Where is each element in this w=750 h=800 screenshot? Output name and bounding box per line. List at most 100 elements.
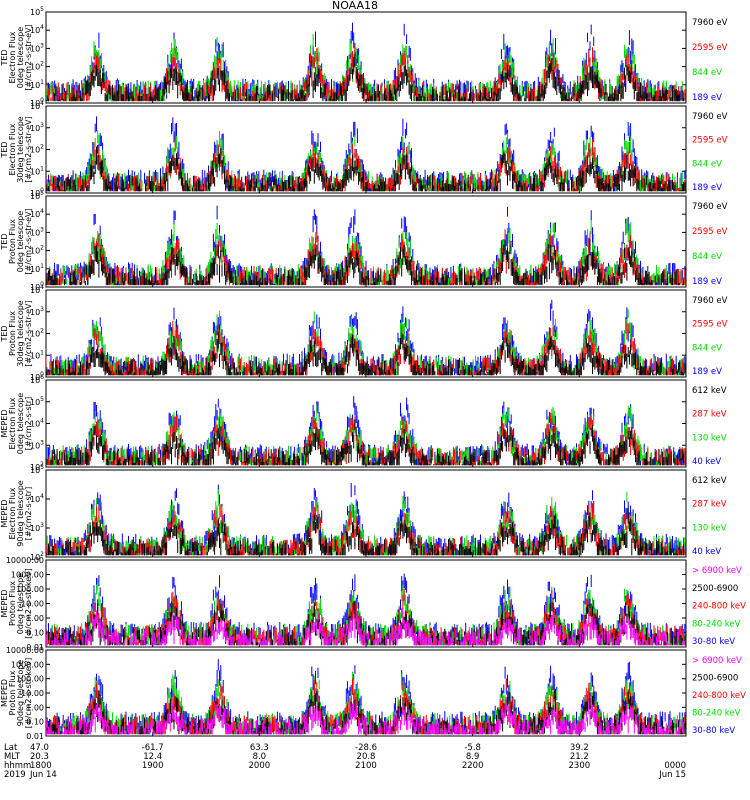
- panel-8: 0.01 0.10 1.00 10.00 100.00 1000.00 10000.00 ME…: [0, 646, 746, 741]
- y-tick-label: 10.00: [21, 600, 44, 609]
- panel-6: 102 103 104 105 MEPEDElectron Flux90deg tele…: [0, 464, 727, 562]
- y-tick-label: 1.00: [26, 703, 44, 712]
- legend-entry: 2500-6900: [692, 674, 738, 684]
- y-tick-label: 103: [30, 522, 44, 533]
- y-tick-label: 104: [30, 418, 44, 429]
- y-tick-label: 105: [30, 464, 44, 475]
- y-tick-label: 101: [30, 165, 44, 176]
- y-tick-label: 103: [30, 42, 44, 53]
- y-axis-label: MEPEDElectron Flux0deg telescope[#/cm2-s…: [0, 393, 33, 454]
- y-tick-label: 104: [30, 100, 44, 111]
- x-tick-label: 39.2: [570, 743, 589, 753]
- x-tick-label: -28.6: [355, 743, 377, 753]
- y-tick-label: 102: [30, 328, 44, 339]
- y-tick-label: 100: [30, 371, 44, 382]
- legend-entry: 287 keV: [692, 500, 727, 510]
- y-tick-label: 104: [30, 493, 44, 504]
- y-tick-label: 1.00: [26, 614, 44, 623]
- panel-7: 0.01 0.10 1.00 10.00 100.00 1000.00 10000.00 ME…: [0, 556, 746, 652]
- x-tick-label: 1800: [30, 761, 52, 771]
- y-tick-label: 1000.00: [11, 660, 44, 669]
- y-tick-label: 105: [30, 190, 44, 201]
- x-tick-label: 8.0: [253, 752, 267, 762]
- y-tick-label: 102: [30, 144, 44, 155]
- legend-entry: 189 eV: [692, 183, 722, 193]
- legend-entry: 844 eV: [692, 68, 722, 78]
- y-tick-label: 101: [30, 79, 44, 90]
- y-tick-label: 105: [30, 396, 44, 407]
- y-tick-label: 102: [30, 461, 44, 472]
- x-tick-label: -5.8: [464, 743, 481, 753]
- y-tick-label: 104: [30, 24, 44, 35]
- series-trace: [46, 697, 684, 735]
- y-tick-label: 103: [30, 439, 44, 450]
- y-tick-label: 101: [30, 263, 44, 274]
- y-tick-label: 103: [30, 122, 44, 133]
- y-tick-label: 0.10: [26, 718, 44, 727]
- series-trace: [46, 125, 686, 192]
- x-tick-label: Jun 15: [658, 770, 686, 780]
- panel-1: 100 101 102 103 104 105 TEDElectron Flux0deg t…: [0, 6, 728, 108]
- x-row-label: Lat: [4, 743, 18, 753]
- y-tick-label: 105: [30, 6, 44, 17]
- legend-entry: 2595 eV: [692, 320, 728, 330]
- y-tick-label: 0.01: [26, 643, 44, 652]
- panel-3: 100 101 102 103 104 105 TEDProton Flux0deg tel…: [0, 190, 728, 292]
- y-tick-label: 104: [30, 208, 44, 219]
- legend-entry: 189 eV: [692, 277, 722, 287]
- legend-entry: 844 eV: [692, 343, 722, 353]
- legend-entry: 2595 eV: [692, 136, 728, 146]
- legend-entry: 2595 eV: [692, 227, 728, 237]
- legend-entry: 80-240 keV: [692, 619, 741, 629]
- series-trace: [46, 238, 684, 286]
- x-tick-label: -61.7: [142, 743, 164, 753]
- legend-entry: 612 keV: [692, 476, 727, 486]
- series-trace: [46, 588, 683, 646]
- series-trace: [46, 419, 684, 466]
- series-trace: [48, 218, 686, 286]
- y-tick-label: 10000.00: [6, 646, 44, 655]
- x-tick-label: 0000: [664, 761, 686, 771]
- y-tick-label: 101: [30, 349, 44, 360]
- y-axis-label: MEPEDElectron Flux90deg telescope[#/cm2-…: [0, 480, 33, 547]
- y-axis-label: MEPEDProton Flux0deg telescope[#/cm2-s-s…: [0, 568, 33, 639]
- y-tick-label: 1000.00: [11, 571, 44, 580]
- y-tick-label: 103: [30, 226, 44, 237]
- x-row-label: 2019: [4, 770, 26, 780]
- legend-entry: 7960 eV: [692, 296, 728, 306]
- y-tick-label: 103: [30, 306, 44, 317]
- legend-entry: 40 keV: [692, 457, 721, 467]
- x-tick-label: 63.3: [250, 743, 269, 753]
- y-tick-label: 100: [30, 97, 44, 108]
- series-trace: [46, 507, 684, 556]
- page-title: NOAA18: [331, 0, 379, 12]
- legend-entry: 7960 eV: [692, 112, 728, 122]
- y-tick-label: 10.00: [21, 689, 44, 698]
- legend-entry: 7960 eV: [692, 18, 728, 28]
- x-tick-label: 20.8: [357, 752, 376, 762]
- x-tick-label: 8.9: [466, 752, 480, 762]
- x-tick-label: 47.0: [30, 743, 49, 753]
- y-tick-label: 100.00: [16, 675, 44, 684]
- y-axis-label: TEDElectron Flux30deg telescope[#/cm2-s-…: [0, 116, 33, 183]
- legend-entry: 240-800 keV: [692, 691, 746, 701]
- legend-entry: 7960 eV: [692, 202, 728, 212]
- x-tick-label: 2300: [569, 761, 591, 771]
- panel-5: 102 103 104 105 106 MEPEDElectron Flux0deg te…: [0, 374, 727, 472]
- x-tick-label: 2200: [462, 761, 484, 771]
- x-tick-label: 20.3: [30, 752, 49, 762]
- legend-entry: > 6900 keV: [692, 656, 742, 666]
- y-tick-label: 102: [30, 245, 44, 256]
- y-tick-label: 100: [30, 187, 44, 198]
- legend-entry: > 6900 keV: [692, 566, 742, 576]
- y-tick-label: 106: [30, 374, 44, 385]
- y-tick-label: 10000.00: [6, 556, 44, 565]
- x-tick-label: 2100: [355, 761, 377, 771]
- y-axis-label: TEDProton Flux30deg telescope[#/cm2-s-st…: [0, 300, 33, 367]
- y-tick-label: 100: [30, 281, 44, 292]
- legend-entry: 844 eV: [692, 252, 722, 262]
- series-trace: [46, 144, 686, 192]
- y-axis-label: MEPEDProton Flux90deg telescope[#/cm2-s-…: [0, 658, 33, 729]
